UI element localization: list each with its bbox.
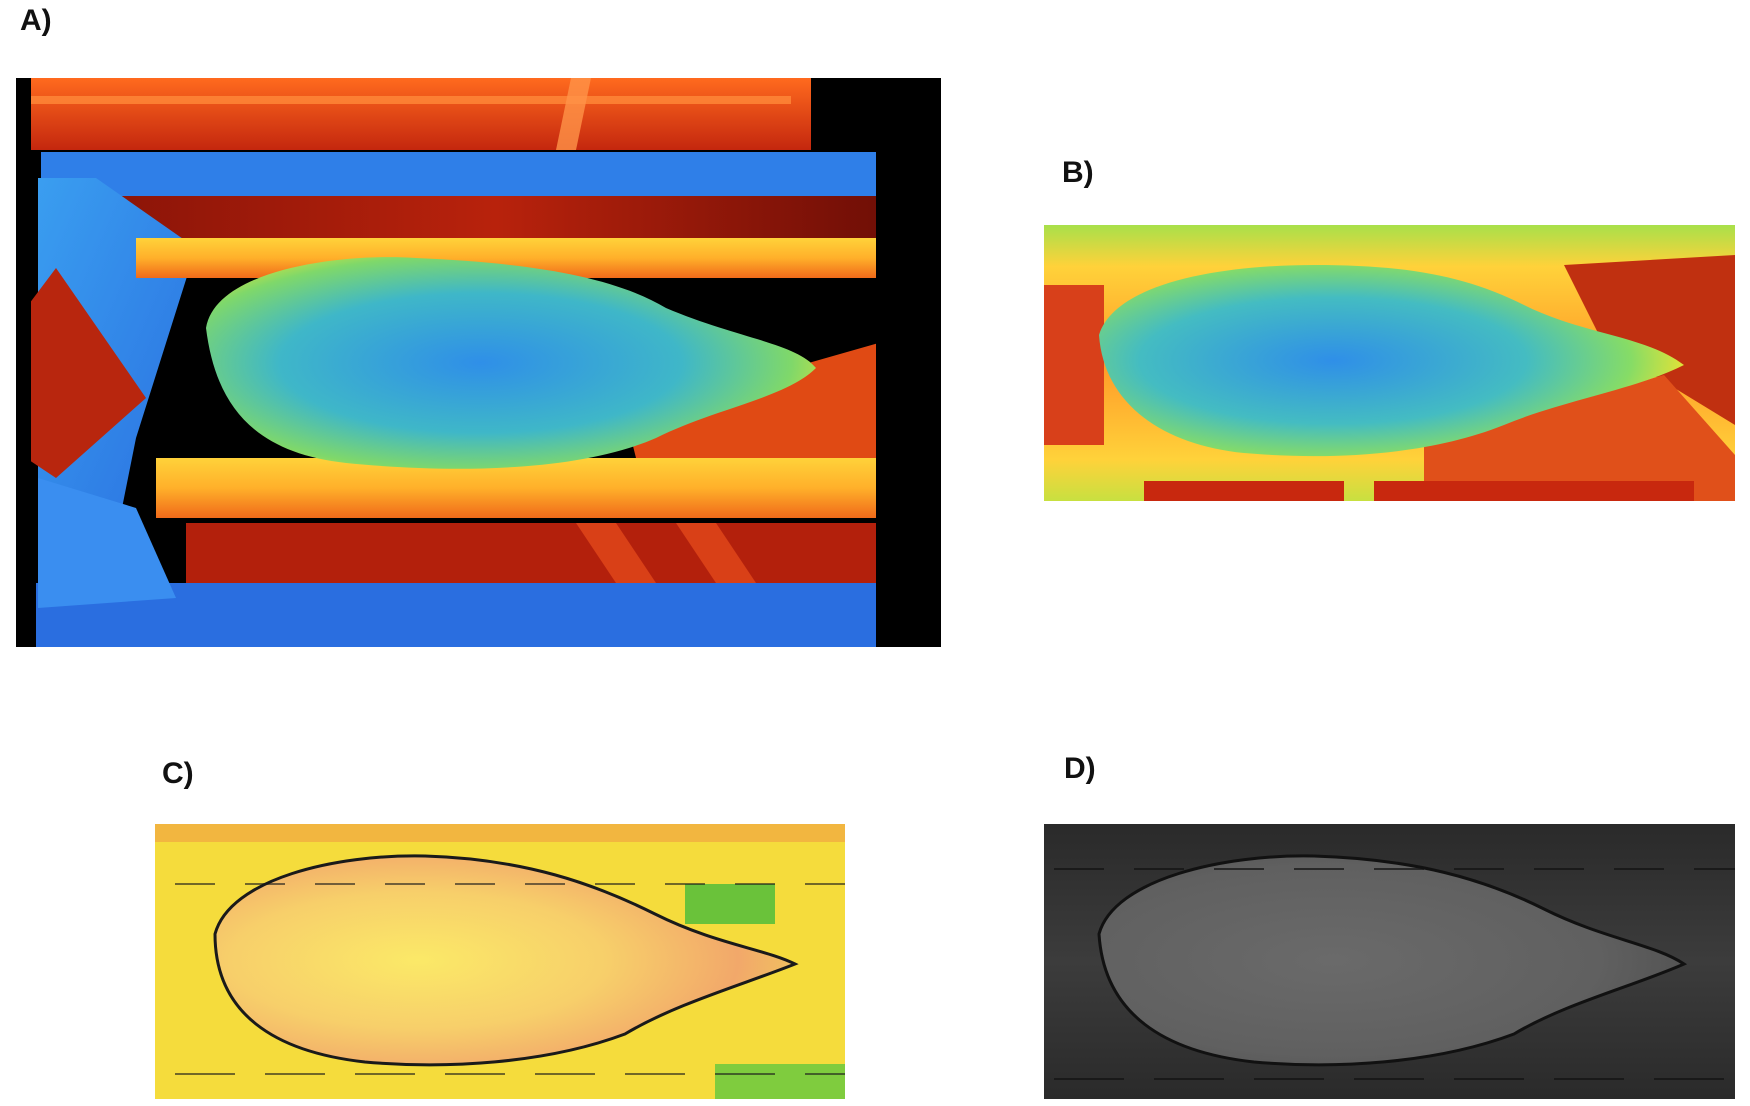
depth-image-b [1044, 225, 1735, 501]
depth-image-c-graphic [155, 824, 845, 1099]
panel-label-d: D) [1064, 752, 1096, 785]
depth-image-d-graphic [1044, 824, 1735, 1099]
panel-label-c: C) [162, 757, 194, 790]
depth-image-c [155, 824, 845, 1099]
depth-image-a-graphic [16, 78, 941, 647]
panel-label-a: A) [20, 4, 52, 37]
depth-image-b-graphic [1044, 225, 1735, 501]
depth-image-a [16, 78, 941, 647]
depth-image-d [1044, 824, 1735, 1099]
panel-label-b: B) [1062, 156, 1094, 189]
